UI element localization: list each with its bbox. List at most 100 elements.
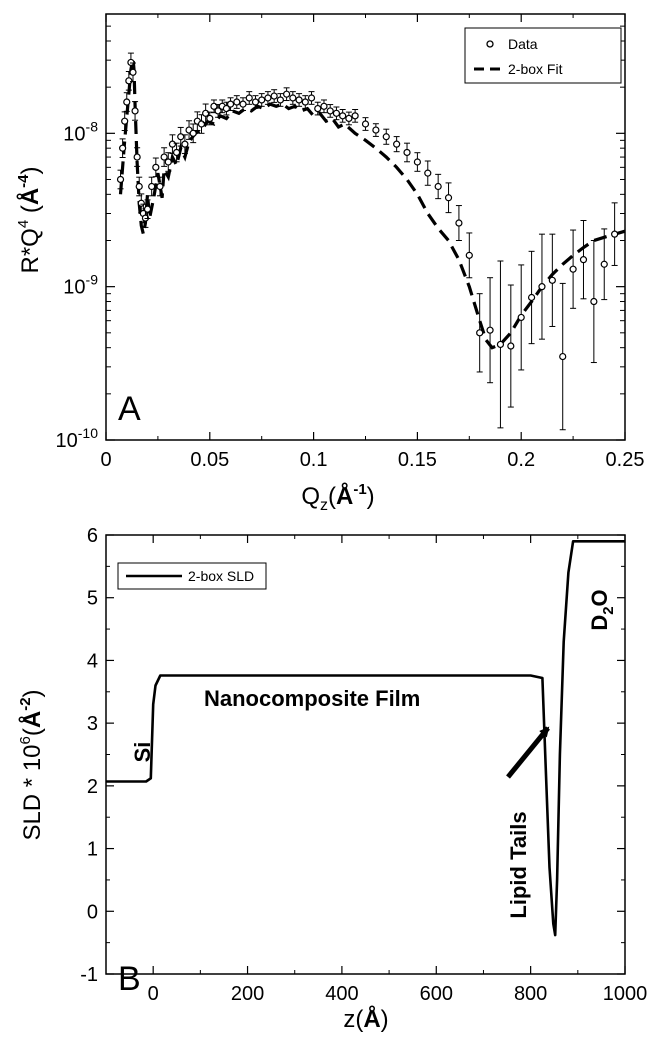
data-point <box>283 90 291 98</box>
panel-b-x-tick-label: 800 <box>514 983 547 1005</box>
data-point <box>233 98 241 106</box>
data-point <box>590 297 598 306</box>
panel-a-letter: A <box>118 390 141 428</box>
panel-b-y-tick-label: 0 <box>87 901 98 923</box>
data-point <box>226 100 235 108</box>
data-point <box>276 96 284 104</box>
data-point <box>527 293 536 302</box>
data-point <box>202 109 210 117</box>
data-point <box>465 251 473 259</box>
data-point <box>137 199 145 207</box>
data-point <box>372 126 380 134</box>
panel-b-x-tick-label: 0 <box>148 983 159 1005</box>
panel-b-x-axis-label: z(Å) <box>343 1005 388 1033</box>
data-point <box>127 58 135 67</box>
panel-b-x-tick-label: 200 <box>231 983 264 1005</box>
data-point <box>133 153 141 161</box>
panel-b-y-tick-label: 4 <box>87 650 98 672</box>
panel-a-y-tick-label: 10-10 <box>56 425 99 452</box>
data-point <box>121 117 129 125</box>
data-point <box>345 114 353 123</box>
panel-a-fit-line <box>118 57 626 350</box>
annotation-lipid-tails: Lipid Tails <box>506 811 531 918</box>
panel-b-sld-line <box>106 539 625 937</box>
data-point <box>444 194 453 202</box>
data-point <box>424 169 432 177</box>
annotation-si: Si <box>130 742 155 763</box>
data-point <box>131 107 139 115</box>
panel-b-y-tick-label: 6 <box>87 525 98 547</box>
data-point <box>172 148 181 157</box>
panel-a-x-tick-label: 0 <box>100 449 111 471</box>
data-point <box>496 340 505 349</box>
data-point <box>455 219 463 227</box>
annotation-nanocomposite-film: Nanocomposite Film <box>204 686 420 711</box>
data-point <box>314 104 322 113</box>
panel-b: 0 200 400 600 800 1000 -1 0 1 2 3 4 5 6 B 2-box SLD S… <box>17 525 647 1033</box>
data-point <box>326 107 334 115</box>
data-point <box>168 140 177 148</box>
legend-sld-label: 2-box SLD <box>188 568 254 584</box>
panel-a-x-tick-label: 0.2 <box>507 449 535 471</box>
annotation-d2o: D2O <box>587 589 617 630</box>
data-point <box>413 158 421 166</box>
data-point <box>307 94 316 102</box>
legend-fit-label: 2-box Fit <box>508 61 563 77</box>
legend-data-marker <box>486 40 494 48</box>
panel-b-x-tick-label: 600 <box>420 983 453 1005</box>
panel-a: 0 0.05 0.1 0.15 0.2 0.25 10-10 10-9 10-8 A Data … <box>15 13 645 514</box>
panel-b-x-tick-label: 400 <box>325 983 358 1005</box>
panel-a-x-tick-label: 0.25 <box>606 449 645 471</box>
data-point <box>258 96 266 104</box>
data-point <box>289 94 297 102</box>
data-point <box>548 276 556 284</box>
data-point <box>135 182 143 191</box>
data-point <box>251 98 260 106</box>
data-point <box>579 256 588 264</box>
data-point <box>129 68 137 76</box>
data-point <box>206 114 214 123</box>
data-point <box>295 96 303 104</box>
data-point <box>270 92 278 100</box>
data-point <box>403 148 411 157</box>
data-point <box>339 112 347 120</box>
data-point <box>320 102 328 110</box>
panel-a-data-points <box>116 52 619 431</box>
data-point <box>123 98 131 106</box>
data-point <box>569 265 577 273</box>
fit-series-line <box>118 57 626 350</box>
panel-b-plot-frame <box>105 534 626 975</box>
data-point <box>119 144 127 152</box>
panel-b-axes: 0 200 400 600 800 1000 -1 0 1 2 3 4 5 6 <box>80 525 647 1005</box>
data-point <box>332 109 341 117</box>
panel-b-x-tick-label: 1000 <box>603 983 648 1005</box>
data-point <box>197 120 206 128</box>
panel-a-legend-box <box>464 27 622 84</box>
data-point <box>476 329 484 337</box>
data-point <box>538 283 546 291</box>
data-point <box>152 163 160 171</box>
panel-b-y-tick-label: 5 <box>87 588 98 610</box>
panel-b-y-tick-label: 1 <box>87 839 98 861</box>
legend-data-label: Data <box>508 36 538 52</box>
data-point <box>181 140 189 148</box>
data-point <box>611 230 619 238</box>
panel-a-x-axis-label: Qz(Å-1) <box>301 481 374 514</box>
panel-a-y-tick-label: 10-8 <box>63 118 98 145</box>
panel-a-x-tick-label: 0.1 <box>300 449 328 471</box>
panel-a-y-axis-label: R*Q4 (Å-4) <box>15 166 44 273</box>
panel-a-legend: Data 2-box Fit <box>464 27 622 84</box>
data-point <box>559 352 567 361</box>
data-point <box>393 140 401 148</box>
panel-b-y-tick-label: 2 <box>87 776 98 798</box>
data-point <box>517 313 525 322</box>
data-point <box>143 205 152 213</box>
panel-a-x-tick-label: 0.15 <box>398 449 437 471</box>
data-point <box>264 94 272 102</box>
data-point <box>600 260 608 268</box>
data-point <box>156 182 164 191</box>
data-point <box>164 158 172 166</box>
data-point <box>148 182 156 191</box>
data-point <box>382 133 390 141</box>
